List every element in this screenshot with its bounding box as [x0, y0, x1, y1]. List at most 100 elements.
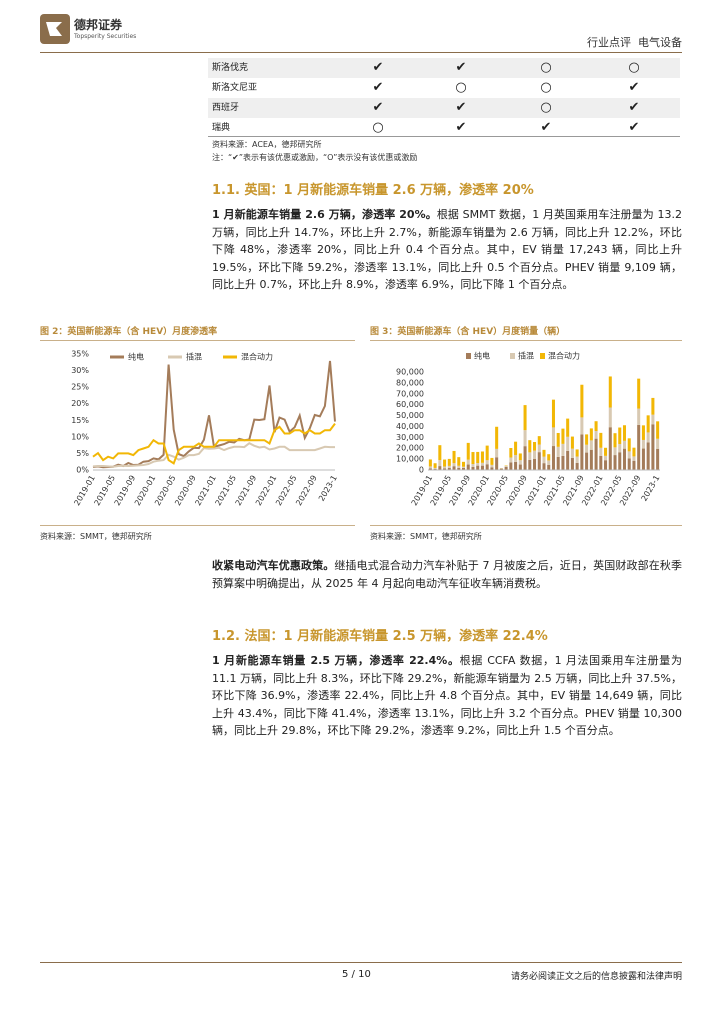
paragraph: 1 月新能源车销量 2.5 万辆，渗透率 22.4%。根据 CCFA 数据，1 … — [212, 652, 682, 740]
bar-segment — [589, 440, 593, 450]
bar-segment — [651, 414, 655, 425]
bar-segment — [580, 434, 584, 470]
bar-segment — [632, 447, 636, 457]
bar-segment — [495, 457, 499, 470]
lead: 1 月新能源车销量 2.6 万辆，渗透率 20%。 — [212, 208, 437, 221]
bar-segment — [622, 448, 627, 470]
y-tick-label: 5% — [76, 449, 89, 458]
bar-segment — [547, 464, 551, 470]
bar-segment — [533, 450, 537, 459]
bar-segment — [627, 458, 631, 470]
bar-segment — [599, 455, 603, 470]
bar-segment — [641, 448, 645, 470]
bar-segment — [504, 465, 508, 467]
y-tick-label: 20% — [71, 399, 89, 408]
body-text: 根据 SMMT 数据，1 月英国乘用车注册量为 13.2 万辆，同比上升 14.… — [212, 208, 682, 291]
bar-segment — [656, 448, 660, 470]
bar-segment — [580, 417, 584, 435]
y-tick-label: 60,000 — [396, 400, 424, 409]
bar-segment — [433, 467, 437, 470]
bar-segment — [485, 464, 489, 470]
lead: 1 月新能源车销量 2.5 万辆，渗透率 22.4%。 — [212, 654, 460, 667]
bar-segment — [566, 436, 570, 451]
bar-segment — [499, 468, 503, 470]
table-mark: ○ — [372, 120, 384, 135]
bar-segment — [490, 457, 494, 465]
logo-mark — [40, 14, 70, 44]
table-row: 斯洛伐克 ✔ ✔ ○ ○ — [208, 58, 680, 78]
table-mark: ○ — [455, 80, 467, 95]
bar-segment — [613, 433, 617, 448]
bar-segment — [585, 452, 589, 470]
table-mark: ✔ — [372, 100, 384, 115]
section-heading: 1.2. 法国：1 月新能源车销量 2.5 万辆，渗透率 22.4% — [212, 629, 548, 644]
bar-segment — [518, 453, 522, 461]
y-tick-label: 80,000 — [396, 378, 424, 387]
chart: 0 10,000 20,000 30,000 40,000 50,000 60,000 70,… — [396, 351, 662, 508]
legend-swatch — [510, 353, 515, 359]
brand: 德邦证券 — [74, 18, 123, 32]
bar-segment — [646, 415, 650, 433]
bar-segment — [480, 465, 484, 470]
bar-segment — [637, 424, 641, 470]
bar-segment — [518, 464, 522, 470]
bar-segment — [632, 456, 636, 461]
header-right: 行业点评 电气设备 — [587, 34, 682, 50]
bar-segment — [542, 449, 546, 457]
legend-swatch — [540, 353, 545, 359]
bar-segment — [447, 465, 451, 468]
bar-segment — [613, 455, 617, 470]
y-tick-label: 15% — [71, 416, 89, 425]
bar-segment — [561, 455, 565, 470]
bar-segment — [618, 427, 622, 444]
bar-segment — [561, 428, 565, 444]
bar-segment — [570, 448, 574, 458]
bar-segment — [651, 397, 655, 415]
bar-segment — [641, 425, 645, 440]
bar-segment — [547, 460, 551, 465]
bar-segment — [471, 466, 475, 470]
series-line — [92, 360, 336, 469]
bar-segment — [485, 460, 489, 465]
bar-segment — [585, 434, 589, 445]
bar-segment — [509, 457, 513, 463]
bar-segment — [646, 442, 650, 470]
brand-en: Topsperity Securities — [74, 33, 137, 40]
bar-segment — [447, 458, 451, 466]
legend-label: 插混 — [186, 352, 202, 362]
bar-segment — [594, 431, 598, 439]
table-row: 西班牙 ✔ ✔ ○ ✔ — [208, 98, 680, 118]
bar-segment — [589, 428, 593, 441]
x-tick-label: 2023-1 — [640, 474, 662, 503]
y-tick-label: 0% — [76, 466, 89, 475]
bar-segment — [551, 446, 555, 470]
series-line — [92, 442, 335, 468]
bar-segment — [561, 443, 565, 456]
table-mark: ○ — [540, 80, 552, 95]
chart: 0%5%10%15%20%25%30%35%2019-012019-052019… — [71, 350, 339, 508]
bar-segment — [537, 444, 541, 453]
bar-segment — [608, 376, 612, 408]
bar-segment — [509, 462, 513, 470]
y-tick-label: 0 — [419, 466, 424, 475]
bar-segment — [556, 446, 560, 457]
category: 行业点评 — [587, 36, 631, 49]
bar-segment — [627, 451, 631, 459]
lead: 收紧电动汽车优惠政策。 — [212, 559, 335, 572]
table-mark: ○ — [540, 100, 552, 115]
bar-segment — [528, 459, 532, 470]
table-country: 西班牙 — [212, 103, 240, 113]
bar-segment — [622, 425, 627, 441]
bar-segment — [509, 448, 513, 458]
bar-segment — [452, 450, 456, 464]
sector: 电气设备 — [638, 36, 682, 49]
bar-segment — [618, 452, 622, 470]
bar-segment — [566, 450, 570, 470]
bar-segment — [533, 442, 537, 451]
page-number: 5 / 10 — [342, 969, 371, 980]
legend-label: 纯电 — [474, 351, 490, 361]
table-mark: ✔ — [455, 60, 467, 75]
bar-segment — [542, 456, 546, 464]
bar-segment — [551, 427, 555, 447]
